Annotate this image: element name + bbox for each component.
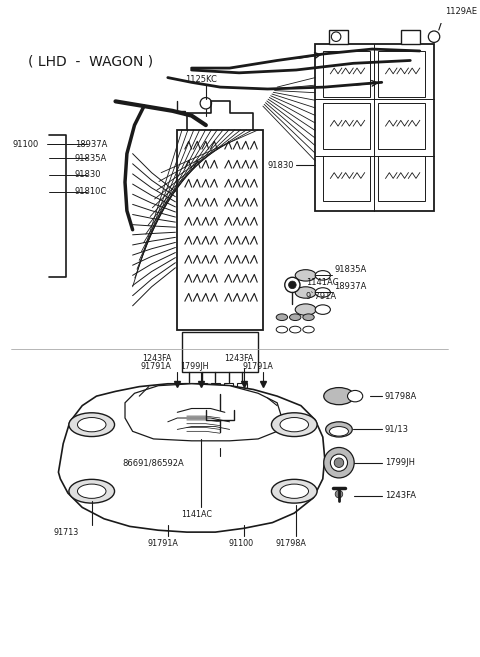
Bar <box>197 383 207 394</box>
Ellipse shape <box>69 480 115 503</box>
Polygon shape <box>125 384 282 441</box>
Circle shape <box>330 454 348 471</box>
Bar <box>182 332 258 373</box>
Ellipse shape <box>272 413 317 436</box>
Text: ( LHD  -  WAGON ): ( LHD - WAGON ) <box>28 55 153 68</box>
Text: 1799JH: 1799JH <box>384 458 415 467</box>
Bar <box>401 30 420 44</box>
Text: 91791A: 91791A <box>148 539 179 548</box>
Bar <box>323 156 371 201</box>
Text: 91810C: 91810C <box>74 187 107 196</box>
Bar <box>378 103 425 149</box>
Ellipse shape <box>276 314 288 321</box>
Ellipse shape <box>272 480 317 503</box>
Circle shape <box>324 447 354 478</box>
Text: 1141AC: 1141AC <box>181 510 212 520</box>
Circle shape <box>288 281 296 288</box>
Ellipse shape <box>303 327 314 333</box>
Text: 91835A: 91835A <box>74 154 107 163</box>
Circle shape <box>200 97 212 109</box>
Bar <box>224 383 233 394</box>
Circle shape <box>214 435 227 449</box>
Ellipse shape <box>324 388 354 405</box>
Ellipse shape <box>315 305 330 314</box>
Ellipse shape <box>329 426 348 436</box>
Text: 1141AC: 1141AC <box>306 279 338 288</box>
Text: 91713: 91713 <box>53 528 79 537</box>
Ellipse shape <box>295 304 316 315</box>
Ellipse shape <box>77 484 106 499</box>
Circle shape <box>335 490 343 498</box>
Ellipse shape <box>348 390 363 402</box>
Circle shape <box>428 31 440 43</box>
Ellipse shape <box>315 271 330 280</box>
Bar <box>378 51 425 97</box>
Ellipse shape <box>303 314 314 321</box>
Bar <box>323 103 371 149</box>
Circle shape <box>331 32 341 41</box>
Text: 86691/86592A: 86691/86592A <box>123 458 184 467</box>
Text: 1243FA: 1243FA <box>384 491 416 501</box>
Text: 91830: 91830 <box>268 160 294 170</box>
Ellipse shape <box>295 287 316 298</box>
Ellipse shape <box>289 314 301 321</box>
Circle shape <box>334 458 344 467</box>
Text: 91798A: 91798A <box>276 539 307 548</box>
Bar <box>315 44 434 211</box>
Bar <box>329 30 348 44</box>
Text: 91100: 91100 <box>13 140 39 148</box>
Ellipse shape <box>315 288 330 297</box>
Ellipse shape <box>276 327 288 333</box>
Text: 1243FA: 1243FA <box>142 353 171 363</box>
Text: 9`791A: 9`791A <box>306 292 337 301</box>
Text: 91/13: 91/13 <box>384 425 408 434</box>
Text: 18937A: 18937A <box>334 283 367 291</box>
Ellipse shape <box>280 418 309 432</box>
Text: 1799JH: 1799JH <box>180 362 209 371</box>
Ellipse shape <box>325 422 352 437</box>
Text: 18937A: 18937A <box>74 140 107 148</box>
Text: 1129AE: 1129AE <box>445 7 478 16</box>
Ellipse shape <box>295 269 316 281</box>
Ellipse shape <box>69 413 115 436</box>
Bar <box>378 156 425 201</box>
Bar <box>184 383 193 394</box>
Ellipse shape <box>289 327 301 333</box>
Text: 91798A: 91798A <box>384 392 417 401</box>
Text: 1125KC: 1125KC <box>185 75 217 84</box>
Bar <box>177 130 263 330</box>
Bar <box>323 51 371 97</box>
Circle shape <box>285 277 300 292</box>
Polygon shape <box>59 384 324 532</box>
Text: 91791A: 91791A <box>141 362 172 371</box>
Text: 91100: 91100 <box>228 539 253 548</box>
Ellipse shape <box>77 418 106 432</box>
Bar <box>211 383 220 394</box>
Text: 91835A: 91835A <box>334 265 366 274</box>
Text: 1243FA: 1243FA <box>225 353 254 363</box>
Ellipse shape <box>280 484 309 499</box>
Text: 91830: 91830 <box>74 170 101 179</box>
Bar <box>237 383 247 394</box>
Text: 91791A: 91791A <box>243 362 274 371</box>
